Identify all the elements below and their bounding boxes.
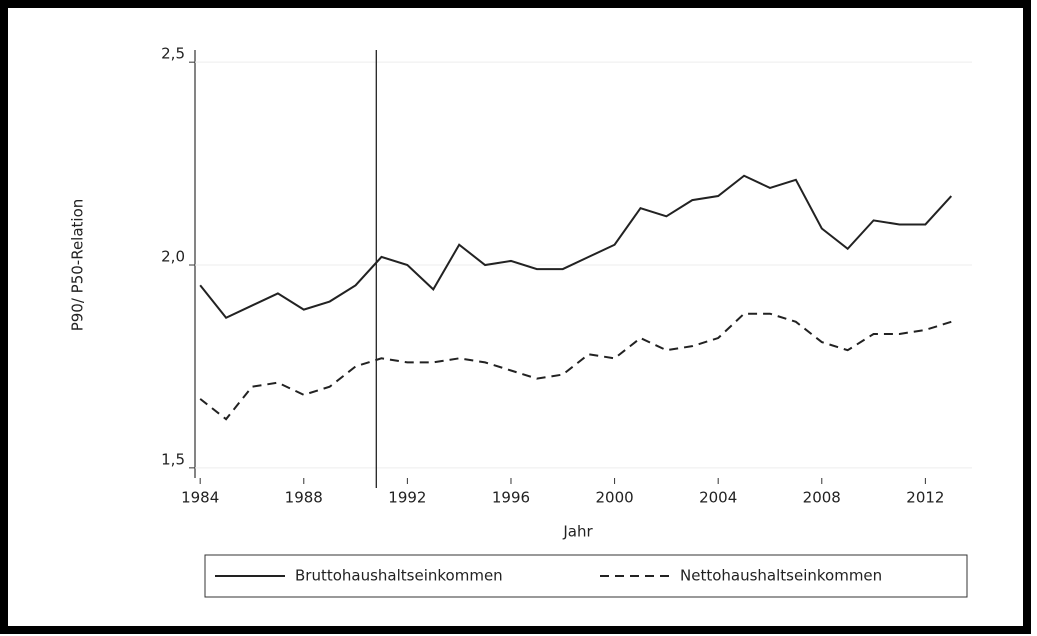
y-tick-label: 1,5 <box>161 450 185 468</box>
x-axis-label: Jahr <box>562 523 593 541</box>
legend-box <box>204 554 968 598</box>
legend-label: Bruttohaushaltseinkommen <box>295 567 503 585</box>
series-line <box>199 312 952 421</box>
y-axis-label: P90/ P50-Relation <box>69 199 87 332</box>
x-tick-label: 1992 <box>388 489 426 507</box>
y-tick-label: 2,0 <box>161 248 185 266</box>
y-tick-label: 2,5 <box>161 45 185 63</box>
x-tick-label: 2004 <box>699 489 737 507</box>
legend-label: Nettohaushaltseinkommen <box>680 567 882 585</box>
x-tick-label: 1988 <box>285 489 323 507</box>
x-tick-label: 1984 <box>181 489 219 507</box>
x-tick-label: 2008 <box>803 489 841 507</box>
x-tick-label: 2012 <box>906 489 944 507</box>
series-line <box>199 174 953 319</box>
x-tick-label: 1996 <box>492 489 530 507</box>
x-tick-label: 2000 <box>595 489 633 507</box>
